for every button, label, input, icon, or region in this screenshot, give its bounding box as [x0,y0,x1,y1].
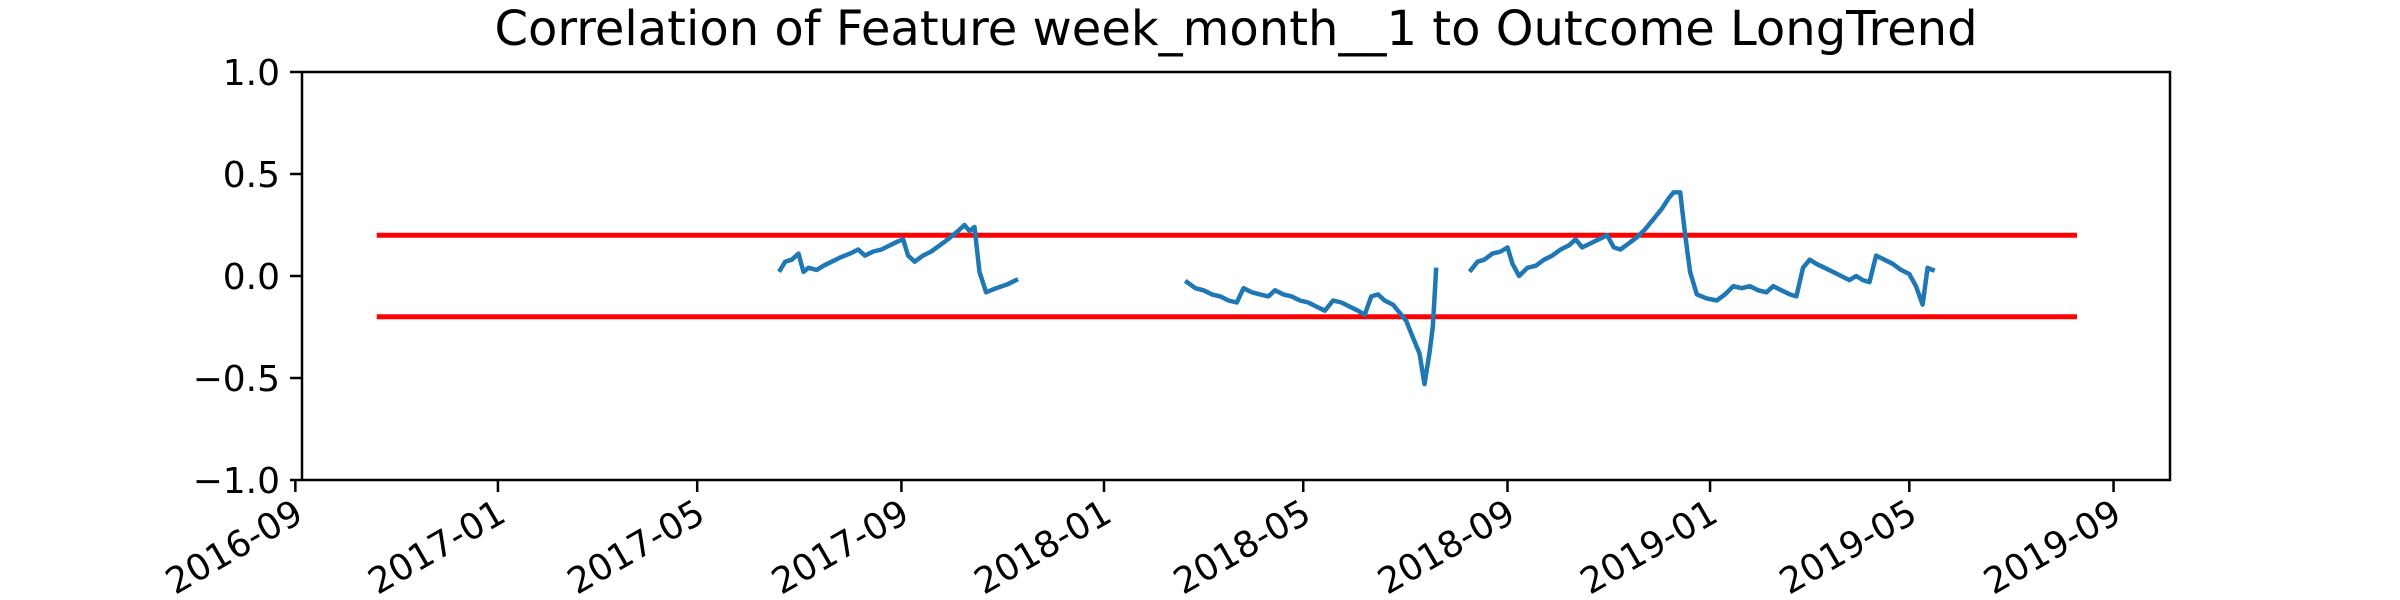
y-tick-label-2: 0.0 [223,257,280,298]
y-tick-label-3: −0.5 [193,359,280,400]
chart-title: Correlation of Feature week_month__1 to … [494,1,1977,57]
y-tick-label-1: 0.5 [223,155,280,196]
y-tick-label-4: −1.0 [193,461,280,502]
threshold-lines [376,232,2078,320]
series-segment-2 [1467,190,1936,307]
series-segment-0 [777,222,1020,295]
y-tick-label-0: 1.0 [223,53,280,94]
series-segment-1 [1183,267,1439,387]
series-lines [777,190,1936,387]
